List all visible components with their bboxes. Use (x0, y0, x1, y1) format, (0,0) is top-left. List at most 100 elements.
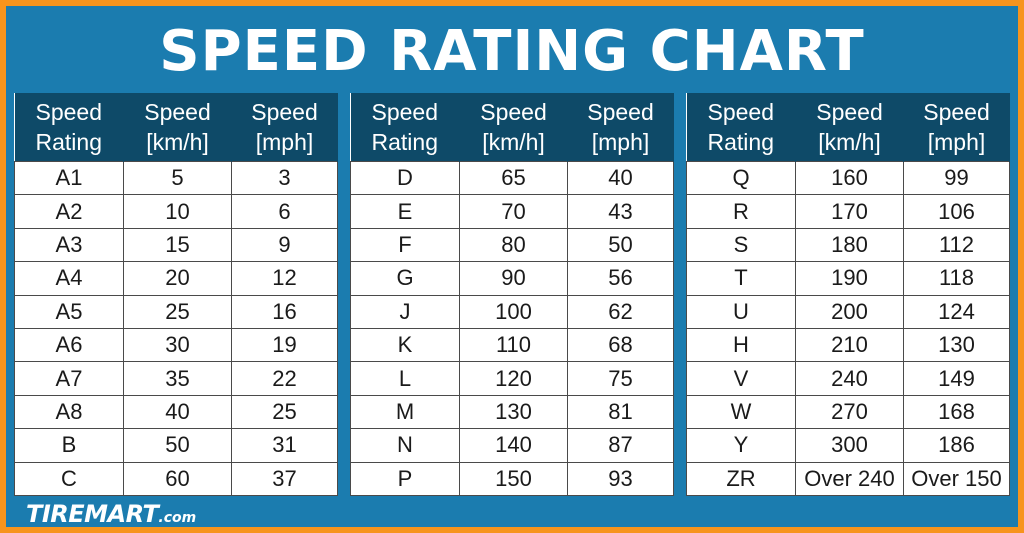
tiremart-logo: TIREMART.com (26, 500, 197, 528)
cell-speed-mph: 40 (567, 160, 674, 196)
cell-speed-rating: K (350, 327, 460, 363)
cell-speed-mph: 6 (231, 194, 338, 229)
table-row: V 240 149 (686, 361, 1010, 396)
cell-speed-rating: J (350, 294, 460, 329)
cell-speed-mph: 106 (903, 194, 1010, 229)
cell-speed-kmh: 270 (795, 394, 904, 430)
cell-speed-mph: 130 (903, 327, 1010, 363)
cell-speed-mph: Over 150 (903, 461, 1010, 497)
cell-speed-mph: 87 (567, 428, 674, 463)
table-row: H 210 130 (686, 327, 1010, 363)
table-row: A3 15 9 (14, 227, 338, 263)
cell-speed-rating: S (686, 227, 796, 263)
header-speed-mph: Speed [mph] (903, 93, 1010, 162)
cell-speed-kmh: 140 (459, 428, 568, 463)
table-row: W 270 168 (686, 394, 1010, 430)
table-row: A8 40 25 (14, 394, 338, 430)
cell-speed-rating: C (14, 461, 124, 497)
table-row: R 170 106 (686, 194, 1010, 229)
cell-speed-kmh: 180 (795, 227, 904, 263)
cell-speed-mph: 19 (231, 327, 338, 363)
cell-speed-rating: V (686, 361, 796, 396)
cell-speed-kmh: 5 (123, 160, 232, 196)
cell-speed-rating: W (686, 394, 796, 430)
cell-speed-mph: 37 (231, 461, 338, 497)
table-body: Q 160 99 R 170 106 S 180 112 T 190 118 U 200 124 H 210 13… (686, 160, 1010, 497)
header-speed-kmh: Speed [km/h] (123, 93, 232, 162)
cell-speed-rating: A8 (14, 394, 124, 430)
cell-speed-rating: A2 (14, 194, 124, 229)
cell-speed-kmh: 40 (123, 394, 232, 430)
cell-speed-kmh: 20 (123, 261, 232, 296)
table-body: D 65 40 E 70 43 F 80 50 G 90 56 J 100 62 K 110 68 L 120 75 M 1… (350, 160, 674, 497)
header-speed-rating: Speed Rating (686, 93, 796, 162)
cell-speed-kmh: 120 (459, 361, 568, 396)
speed-table-3: Speed Rating Speed [km/h] Speed [mph] Q 160 9… (686, 93, 1010, 497)
table-row: A5 25 16 (14, 294, 338, 329)
table-row: M 130 81 (350, 394, 674, 430)
cell-speed-mph: 118 (903, 261, 1010, 296)
cell-speed-kmh: 150 (459, 461, 568, 497)
cell-speed-rating: Y (686, 428, 796, 463)
cell-speed-rating: H (686, 327, 796, 363)
table-header-row: Speed Rating Speed [km/h] Speed [mph] (686, 93, 1010, 162)
table-row: A7 35 22 (14, 361, 338, 396)
cell-speed-mph: 25 (231, 394, 338, 430)
cell-speed-mph: 43 (567, 194, 674, 229)
cell-speed-kmh: 240 (795, 361, 904, 396)
cell-speed-rating: A5 (14, 294, 124, 329)
table-row: E 70 43 (350, 194, 674, 229)
cell-speed-rating: G (350, 261, 460, 296)
speed-table-2: Speed Rating Speed [km/h] Speed [mph] D 65 40… (350, 93, 674, 497)
header-speed-mph: Speed [mph] (567, 93, 674, 162)
cell-speed-rating: N (350, 428, 460, 463)
cell-speed-kmh: 35 (123, 361, 232, 396)
cell-speed-kmh: 90 (459, 261, 568, 296)
cell-speed-kmh: 100 (459, 294, 568, 329)
table-row: L 120 75 (350, 361, 674, 396)
table-row: B 50 31 (14, 428, 338, 463)
table-row: D 65 40 (350, 160, 674, 196)
cell-speed-mph: 186 (903, 428, 1010, 463)
header-speed-kmh: Speed [km/h] (795, 93, 904, 162)
cell-speed-mph: 99 (903, 160, 1010, 196)
page-title: SPEED RATING CHART (159, 19, 865, 84)
cell-speed-mph: 9 (231, 227, 338, 263)
cell-speed-rating: P (350, 461, 460, 497)
cell-speed-kmh: 160 (795, 160, 904, 196)
header-speed-mph: Speed [mph] (231, 93, 338, 162)
cell-speed-mph: 168 (903, 394, 1010, 430)
cell-speed-mph: 16 (231, 294, 338, 329)
cell-speed-kmh: 300 (795, 428, 904, 463)
table-row: N 140 87 (350, 428, 674, 463)
cell-speed-kmh: 65 (459, 160, 568, 196)
table-body: A1 5 3 A2 10 6 A3 15 9 A4 20 12 A5 25 16 A6 30 19 A7 35 22 A8… (14, 160, 338, 497)
table-row: S 180 112 (686, 227, 1010, 263)
cell-speed-mph: 124 (903, 294, 1010, 329)
cell-speed-mph: 56 (567, 261, 674, 296)
cell-speed-mph: 50 (567, 227, 674, 263)
cell-speed-rating: T (686, 261, 796, 296)
cell-speed-kmh: 130 (459, 394, 568, 430)
cell-speed-rating: A7 (14, 361, 124, 396)
table-row: F 80 50 (350, 227, 674, 263)
cell-speed-kmh: Over 240 (795, 461, 904, 497)
cell-speed-mph: 31 (231, 428, 338, 463)
cell-speed-rating: R (686, 194, 796, 229)
cell-speed-rating: L (350, 361, 460, 396)
cell-speed-rating: U (686, 294, 796, 329)
header-speed-kmh: Speed [km/h] (459, 93, 568, 162)
table-row: Y 300 186 (686, 428, 1010, 463)
cell-speed-rating: A6 (14, 327, 124, 363)
cell-speed-kmh: 200 (795, 294, 904, 329)
table-row: A6 30 19 (14, 327, 338, 363)
table-row: A2 10 6 (14, 194, 338, 229)
cell-speed-rating: M (350, 394, 460, 430)
table-row: A1 5 3 (14, 160, 338, 196)
cell-speed-mph: 3 (231, 160, 338, 196)
cell-speed-rating: D (350, 160, 460, 196)
cell-speed-mph: 12 (231, 261, 338, 296)
cell-speed-rating: B (14, 428, 124, 463)
table-row: K 110 68 (350, 327, 674, 363)
table-row: P 150 93 (350, 461, 674, 497)
